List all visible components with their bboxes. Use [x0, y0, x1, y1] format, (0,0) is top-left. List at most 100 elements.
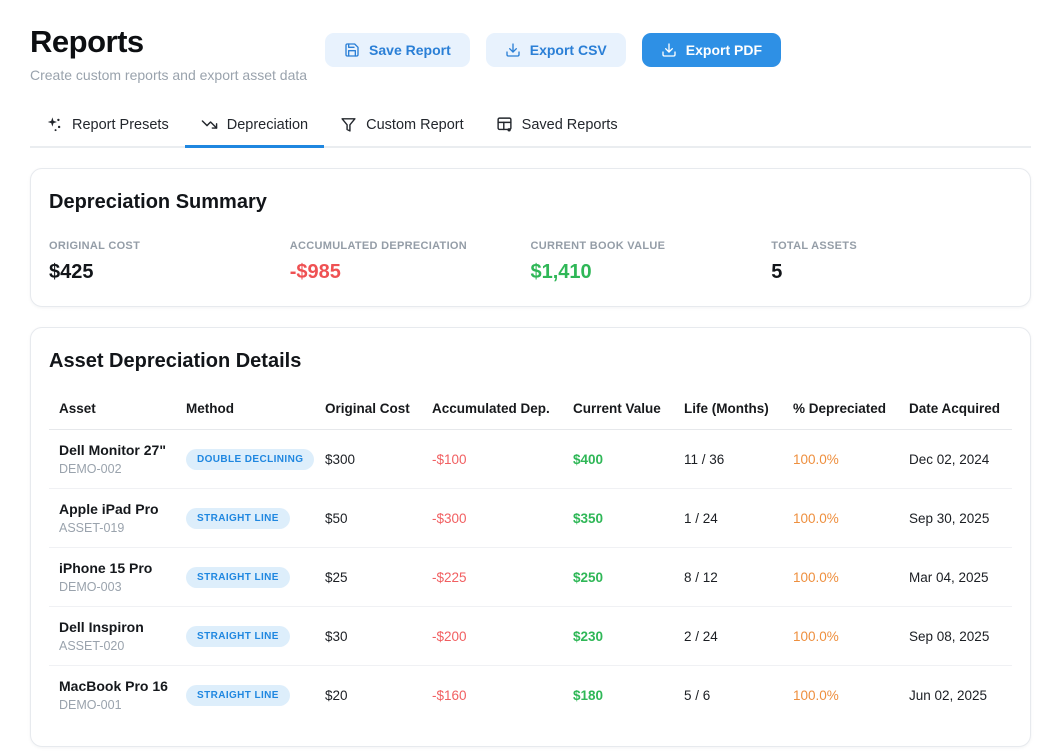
pct-depreciated-cell: 100.0% — [783, 606, 899, 666]
tab-saved-reports[interactable]: Saved Reports — [480, 108, 634, 148]
table-header-row: Asset Method Original Cost Accumulated Dep.… — [49, 393, 1012, 430]
details-title: Asset Depreciation Details — [49, 350, 302, 372]
method-badge: STRAIGHT LINE — [186, 507, 290, 529]
stat-original-cost: ORIGINAL COST $425 — [49, 240, 290, 284]
depreciation-summary-card: Depreciation Summary ORIGINAL COST $425 AC… — [30, 168, 1031, 307]
date-acquired-cell: Sep 08, 2025 — [899, 606, 1012, 666]
original-cost-cell: $300 — [315, 429, 422, 489]
current-value-cell: $400 — [563, 429, 674, 489]
asset-cell: iPhone 15 Pro DEMO-003 — [49, 547, 176, 607]
current-value-cell: $180 — [573, 687, 604, 703]
life-months-cell: 11 / 36 — [674, 429, 783, 489]
asset-cell: MacBook Pro 16 DEMO-001 — [49, 666, 176, 725]
accumulated-dep-cell: -$160 — [432, 687, 467, 703]
stat-label: TOTAL ASSETS — [771, 240, 857, 252]
original-cost-cell: $25 — [315, 547, 422, 607]
accumulated-dep-cell: -$300 — [422, 488, 563, 548]
page-subtitle: Create custom reports and export asset d… — [30, 67, 308, 83]
button-label: Export CSV — [529, 42, 607, 58]
column-header-original-cost: Original Cost — [315, 393, 422, 430]
column-header-method: Method — [176, 393, 315, 430]
stat-value: -$985 — [289, 261, 341, 283]
stat-accumulated-depreciation: ACCUMULATED DEPRECIATION -$985 — [290, 240, 531, 284]
stat-label: ACCUMULATED DEPRECIATION — [289, 240, 468, 252]
date-acquired-cell: Jun 02, 2025 — [909, 687, 988, 703]
current-value-cell: $230 — [563, 606, 674, 666]
original-cost-cell: $30 — [315, 606, 422, 666]
stat-label: CURRENT BOOK VALUE — [530, 240, 666, 252]
stat-total-assets: TOTAL ASSETS 5 — [771, 240, 1012, 284]
asset-cell: Dell Monitor 27" DEMO-002 — [49, 429, 176, 489]
stat-current-book-value: CURRENT BOOK VALUE $1,410 — [531, 240, 772, 284]
column-header-date-acquired: Date Acquired — [899, 393, 1012, 430]
tab-label: Custom Report — [366, 116, 464, 133]
download-icon — [505, 42, 521, 58]
tab-label: Saved Reports — [521, 116, 618, 133]
save-report-button[interactable]: Save Report — [325, 33, 470, 67]
asset-code: ASSET-020 — [59, 639, 125, 653]
tab-label: Report Presets — [72, 116, 169, 133]
current-value-cell: $350 — [563, 488, 674, 548]
date-acquired-cell: Dec 02, 2024 — [899, 429, 1012, 489]
stat-value: 5 — [771, 261, 783, 283]
method-cell: STRAIGHT LINE — [176, 666, 315, 725]
asset-details-card: Asset Depreciation Details Asset Method Or… — [30, 327, 1031, 747]
original-cost-cell: $50 — [315, 488, 422, 548]
button-label: Save Report — [369, 42, 451, 58]
date-acquired-cell: Mar 04, 2025 — [899, 547, 1012, 607]
trending-down-icon — [201, 116, 218, 133]
sparkles-icon — [46, 116, 63, 133]
original-cost-cell: $20 — [325, 687, 348, 703]
tab-label: Depreciation — [226, 116, 309, 133]
method-badge: DOUBLE DECLINING — [186, 448, 315, 470]
header-actions: Save Report Export CSV Export PDF — [325, 33, 781, 67]
table-gear-icon — [496, 116, 513, 133]
filter-icon — [340, 116, 357, 133]
export-pdf-button[interactable]: Export PDF — [641, 33, 781, 67]
column-header-current-value: Current Value — [563, 393, 674, 430]
table-row: Dell Monitor 27" DEMO-002 DOUBLE DECLINING… — [49, 429, 1012, 489]
export-csv-button[interactable]: Export CSV — [485, 33, 626, 67]
method-cell: STRAIGHT LINE — [176, 606, 315, 666]
column-header-asset: Asset — [49, 393, 176, 430]
tab-report-presets[interactable]: Report Presets — [30, 108, 185, 148]
method-badge: STRAIGHT LINE — [186, 566, 290, 588]
current-value-cell: $250 — [563, 547, 674, 607]
column-header-depreciated: % Depreciated — [783, 393, 899, 430]
asset-cell: Apple iPad Pro ASSET-019 — [49, 488, 176, 548]
method-cell: STRAIGHT LINE — [176, 547, 315, 607]
asset-name: Dell Inspiron — [59, 619, 144, 635]
asset-name: MacBook Pro 16 — [59, 678, 168, 694]
method-cell: STRAIGHT LINE — [176, 488, 315, 548]
page-header: Reports Create custom reports and export… — [30, 24, 1031, 83]
stat-label: ORIGINAL COST — [49, 240, 141, 252]
pct-depreciated-cell: 100.0% — [793, 687, 839, 703]
pct-depreciated-cell: 100.0% — [783, 547, 899, 607]
asset-code: DEMO-001 — [59, 698, 122, 712]
column-header-life-months: Life (Months) — [674, 393, 783, 430]
stat-value: $1,410 — [530, 261, 592, 283]
accumulated-dep-cell: -$225 — [422, 547, 563, 607]
pct-depreciated-cell: 100.0% — [783, 488, 899, 548]
download-icon — [661, 42, 677, 58]
summary-stats: ORIGINAL COST $425 ACCUMULATED DEPRECIATIO… — [49, 240, 1012, 284]
life-months-cell: 8 / 12 — [674, 547, 783, 607]
save-icon — [344, 42, 360, 58]
table-row: iPhone 15 Pro DEMO-003 STRAIGHT LINE $25 -$2… — [49, 547, 1012, 607]
tab-depreciation[interactable]: Depreciation — [184, 108, 325, 148]
life-months-cell: 2 / 24 — [674, 606, 783, 666]
tab-custom-report[interactable]: Custom Report — [324, 108, 480, 148]
button-label: Export PDF — [685, 42, 762, 58]
table-row: MacBook Pro 16 DEMO-001 STRAIGHT LINE $20 -$… — [49, 666, 1012, 725]
tab-bar: Report Presets Depreciation Custom Report S… — [30, 108, 1031, 148]
asset-name: Apple iPad Pro — [59, 501, 159, 517]
date-acquired-cell: Sep 30, 2025 — [899, 488, 1012, 548]
method-badge: STRAIGHT LINE — [186, 625, 290, 647]
method-cell: DOUBLE DECLINING — [176, 429, 315, 489]
table-row: Dell Inspiron ASSET-020 STRAIGHT LINE $30 -$… — [49, 606, 1012, 666]
header-text: Reports Create custom reports and export… — [30, 24, 307, 83]
method-badge: STRAIGHT LINE — [186, 684, 290, 706]
asset-code: ASSET-019 — [59, 521, 125, 535]
summary-title: Depreciation Summary — [49, 191, 267, 213]
